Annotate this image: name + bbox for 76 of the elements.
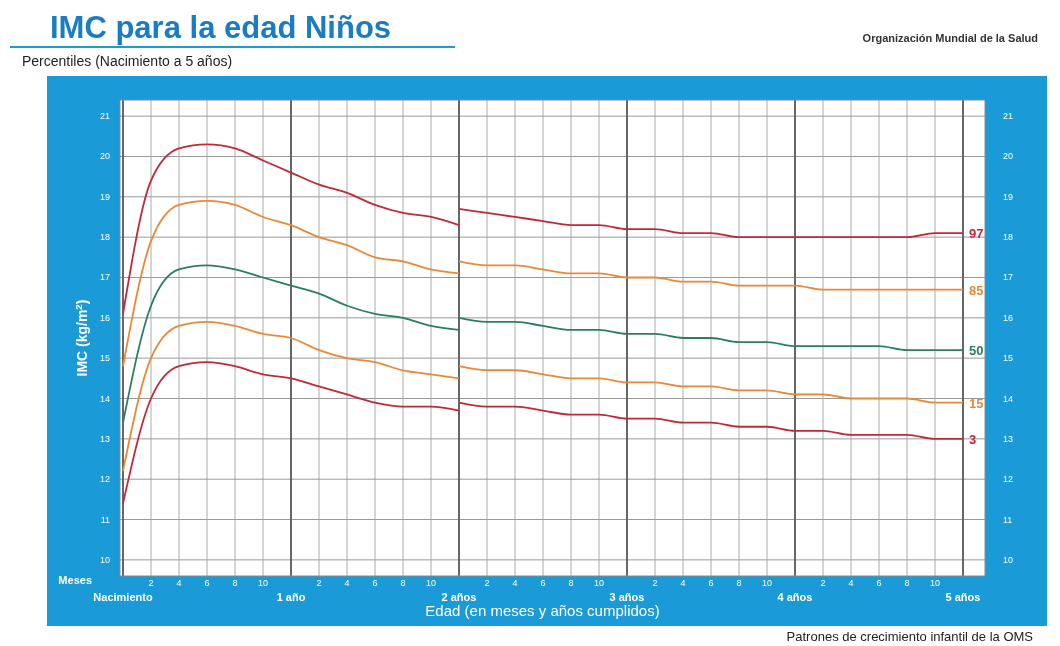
x-tick-label: 10 — [425, 578, 437, 588]
y-tick-label: 21 — [99, 111, 110, 122]
x-tick-label: 10 — [761, 578, 773, 588]
y-tick-label: 13 — [99, 433, 110, 444]
x2-tick-label: 3 años — [609, 591, 645, 603]
x-tick-label: 8 — [232, 578, 238, 588]
x2-tick-label: 1 año — [276, 591, 306, 603]
x2-tick-label: 4 años — [777, 591, 813, 603]
x-tick-label: 2 — [484, 578, 490, 588]
series-label: 85 — [969, 282, 984, 298]
y2-tick-label: 21 — [1003, 111, 1014, 122]
y-tick-label: 18 — [99, 232, 110, 243]
x-tick-label: 8 — [736, 578, 742, 588]
series-label: 15 — [969, 395, 984, 411]
x2-tick-label: 2 años — [441, 591, 477, 603]
x2-axis-title: Meses — [58, 574, 92, 586]
x-tick-label: 4 — [344, 578, 350, 588]
x-tick-label: 6 — [708, 578, 714, 588]
y2-tick-label: 17 — [1003, 272, 1014, 283]
x-tick-label: 10 — [257, 578, 269, 588]
x-tick-label: 4 — [176, 578, 182, 588]
line-series — [458, 260, 964, 291]
line-series — [122, 264, 460, 424]
y2-tick-label: 14 — [1003, 393, 1014, 404]
x-tick-label: 6 — [204, 578, 210, 588]
y2-tick-label: 13 — [1003, 433, 1014, 444]
y-tick-label: 17 — [99, 272, 110, 283]
line-series — [122, 199, 460, 368]
y-tick-label: 19 — [99, 191, 110, 202]
series-label: 97 — [969, 226, 984, 242]
line-series — [458, 365, 964, 404]
y2-tick-label: 15 — [1003, 353, 1014, 364]
x-tick-label: 6 — [372, 578, 378, 588]
y-tick-label: 15 — [99, 353, 110, 364]
x-tick-label: 2 — [316, 578, 322, 588]
x-tick-label: 2 — [652, 578, 658, 588]
line-series — [122, 361, 460, 505]
x-tick-label: 4 — [680, 578, 686, 588]
y-tick-label: 16 — [99, 312, 110, 323]
x-tick-label: 6 — [540, 578, 546, 588]
line-series — [458, 316, 964, 351]
y2-tick-label: 20 — [1003, 151, 1014, 162]
x-tick-label: 4 — [848, 578, 854, 588]
x-tick-label: 8 — [568, 578, 574, 588]
y2-tick-label: 19 — [1003, 191, 1014, 202]
x-tick-label: 2 — [148, 578, 154, 588]
x-tick-label: 2 — [820, 578, 826, 588]
series-label: 50 — [969, 343, 984, 359]
x2-tick-label: 5 años — [945, 591, 981, 603]
y-tick-label: 14 — [99, 393, 110, 404]
line-series — [458, 401, 964, 440]
x-tick-label: 4 — [512, 578, 518, 588]
x-tick-label: 10 — [929, 578, 941, 588]
x2-tick-label: Nacimiento — [93, 591, 153, 603]
line-series — [122, 320, 460, 473]
y-tick-label: 20 — [99, 151, 110, 162]
x-axis-title: Edad (en meses y años cumplidos) — [425, 602, 660, 619]
y2-tick-label: 18 — [1003, 232, 1014, 243]
x-tick-label: 8 — [400, 578, 406, 588]
x-tick-label: 10 — [593, 578, 605, 588]
y-tick-label: 10 — [99, 554, 110, 565]
text: Organización Mundial de la Salud — [862, 32, 1038, 44]
chart-subtitle: Percentiles (Nacimiento a 5 años) — [22, 53, 233, 69]
series-label: 3 — [969, 431, 977, 447]
text: Patrones de crecimiento infantil de la OMS — [786, 629, 1034, 644]
y-tick-label: 11 — [100, 514, 110, 525]
x-tick-label: 8 — [904, 578, 910, 588]
x-tick-label: 6 — [876, 578, 882, 588]
line-series — [458, 208, 964, 239]
y2-tick-label: 11 — [1003, 514, 1013, 525]
line-series — [122, 143, 460, 315]
y2-tick-label: 10 — [1003, 554, 1014, 565]
y2-tick-label: 12 — [1003, 474, 1014, 485]
y2-tick-label: 16 — [1003, 312, 1014, 323]
chart-title: IMC para la edad Niños — [50, 10, 392, 45]
y-tick-label: 12 — [99, 474, 110, 485]
